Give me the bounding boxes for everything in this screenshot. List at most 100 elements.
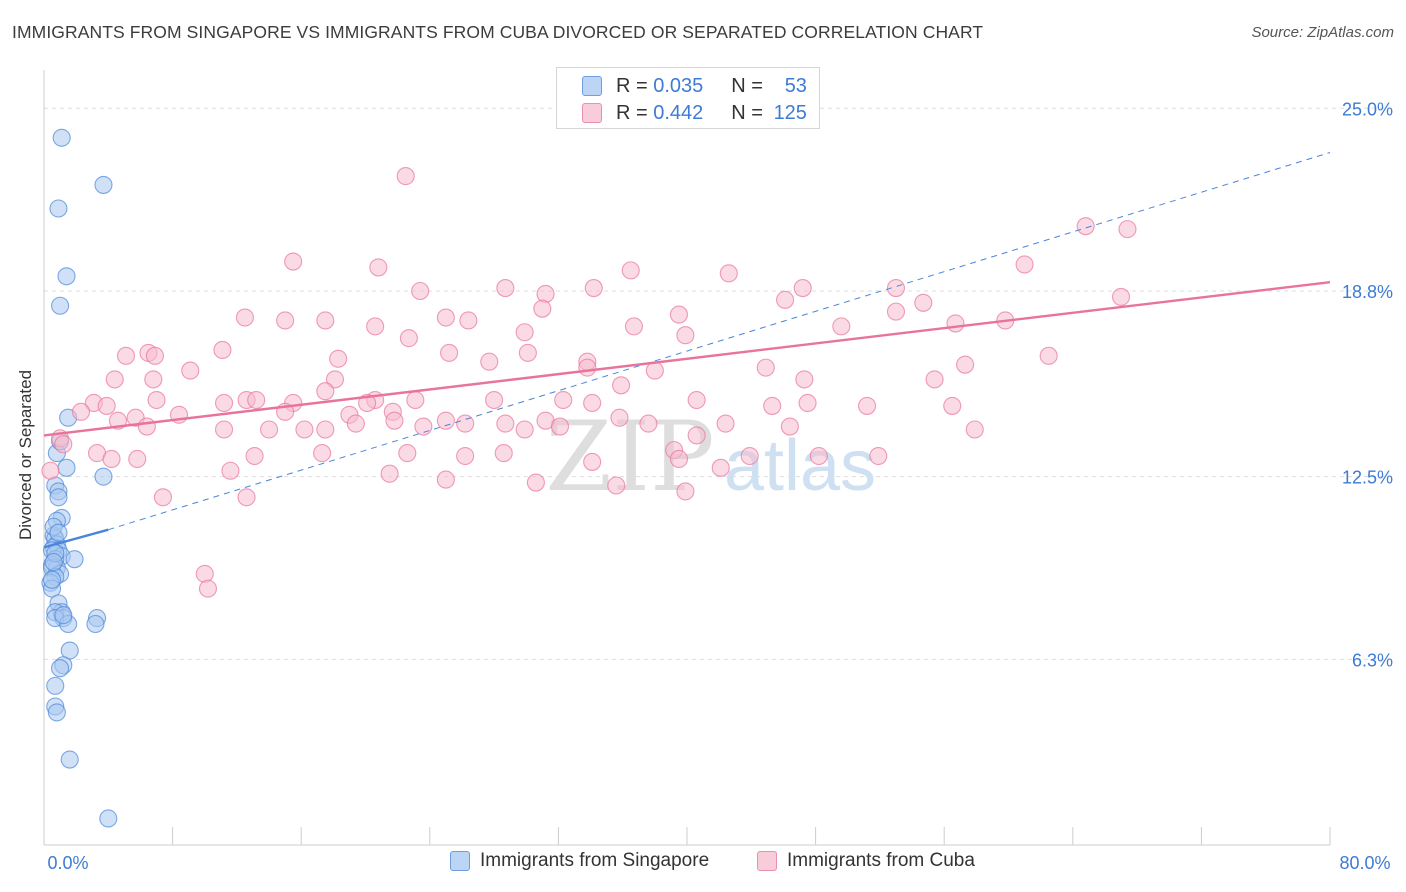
- data-point: [518, 343, 537, 362]
- data-point: [71, 402, 91, 421]
- data-point: [583, 452, 602, 471]
- data-point: [436, 411, 455, 430]
- data-point: [396, 167, 415, 186]
- y-axis-label: Divorced or Separated: [16, 369, 35, 541]
- data-point: [946, 314, 965, 333]
- legend-label-singapore: Immigrants from Singapore: [480, 850, 710, 871]
- x-tick-label: 0.0%: [47, 853, 88, 873]
- data-point: [399, 329, 418, 348]
- data-point: [145, 346, 164, 365]
- data-point: [276, 311, 295, 330]
- data-point: [515, 323, 534, 342]
- data-point: [51, 659, 70, 678]
- data-point: [456, 414, 475, 433]
- data-point: [780, 417, 799, 436]
- data-point: [60, 750, 79, 769]
- data-point: [214, 393, 234, 413]
- data-point: [46, 676, 65, 695]
- data-point: [86, 614, 105, 634]
- data-point: [195, 564, 214, 583]
- watermark-atlas: atlas: [724, 426, 876, 506]
- legend-swatch-singapore: [582, 76, 602, 96]
- data-point: [687, 390, 706, 410]
- tick-labels: 6.3% 12.5% 18.8% 25.0% 0.0% 80.0%: [47, 99, 1393, 873]
- stats-row-singapore: R = 0.035 N = 53: [582, 73, 807, 99]
- data-point: [869, 446, 888, 466]
- data-point: [496, 279, 515, 298]
- data-point: [550, 417, 570, 436]
- data-point: [1111, 287, 1131, 306]
- y-tick-label: 6.3%: [1352, 650, 1393, 670]
- data-point: [1039, 346, 1058, 365]
- data-point: [1076, 217, 1095, 236]
- data-point: [793, 279, 812, 298]
- x-tick-label: 80.0%: [1339, 853, 1390, 873]
- data-point: [436, 470, 455, 489]
- trend-lines: [43, 152, 1331, 549]
- data-point: [676, 482, 695, 501]
- data-point: [624, 317, 644, 336]
- stats-row-cuba: R = 0.442 N = 125: [582, 100, 807, 126]
- data-point: [578, 358, 597, 377]
- source-label: Source: ZipAtlas.com: [1251, 24, 1394, 41]
- data-point: [329, 349, 348, 368]
- data-point: [1015, 255, 1034, 274]
- data-point: [480, 352, 499, 371]
- data-point: [385, 411, 404, 430]
- data-point: [914, 293, 933, 312]
- data-point: [886, 302, 906, 321]
- trend-line: [43, 528, 109, 549]
- data-point: [669, 449, 689, 469]
- y-tick-label: 12.5%: [1342, 468, 1393, 488]
- y-tick-label: 25.0%: [1342, 99, 1393, 119]
- series-legend: Immigrants from Singapore Immigrants fro…: [0, 850, 1406, 878]
- data-point: [237, 488, 256, 507]
- data-point: [99, 809, 118, 828]
- data-point: [137, 417, 156, 436]
- data-point: [832, 317, 851, 336]
- data-point: [94, 175, 113, 194]
- data-point: [57, 267, 76, 286]
- data-point: [411, 281, 430, 301]
- data-point: [57, 458, 76, 477]
- data-point: [97, 396, 116, 415]
- data-point: [554, 390, 573, 410]
- data-point: [284, 252, 303, 271]
- legend-item-singapore[interactable]: Immigrants from Singapore: [450, 850, 709, 872]
- data-point: [857, 396, 877, 415]
- data-point: [795, 370, 814, 389]
- data-point: [259, 420, 279, 439]
- data-point: [295, 420, 314, 439]
- data-point: [102, 449, 121, 469]
- data-point: [316, 311, 335, 330]
- data-point: [181, 361, 200, 380]
- data-point: [639, 414, 658, 433]
- r-label: R =: [616, 74, 648, 97]
- data-point: [65, 550, 84, 569]
- legend-item-cuba[interactable]: Immigrants from Cuba: [757, 850, 975, 872]
- data-point: [398, 444, 417, 463]
- data-point: [44, 553, 63, 572]
- data-point: [687, 426, 706, 445]
- series-singapore: [41, 128, 118, 828]
- data-point: [325, 370, 345, 389]
- data-point: [676, 326, 695, 345]
- data-point: [607, 476, 626, 495]
- data-point: [436, 308, 455, 327]
- data-point: [235, 308, 254, 327]
- data-point: [719, 264, 738, 283]
- trend-line: [108, 152, 1331, 531]
- legend-swatch-singapore: [450, 851, 470, 871]
- data-point: [956, 355, 975, 374]
- data-point: [943, 396, 962, 415]
- data-point: [809, 446, 828, 466]
- data-point: [346, 414, 365, 433]
- data-point: [54, 606, 73, 625]
- data-point: [645, 361, 664, 380]
- data-point: [485, 390, 504, 410]
- data-point: [116, 346, 136, 365]
- data-point: [925, 370, 944, 389]
- data-point: [144, 370, 163, 389]
- data-point: [610, 408, 629, 427]
- data-point: [198, 579, 218, 598]
